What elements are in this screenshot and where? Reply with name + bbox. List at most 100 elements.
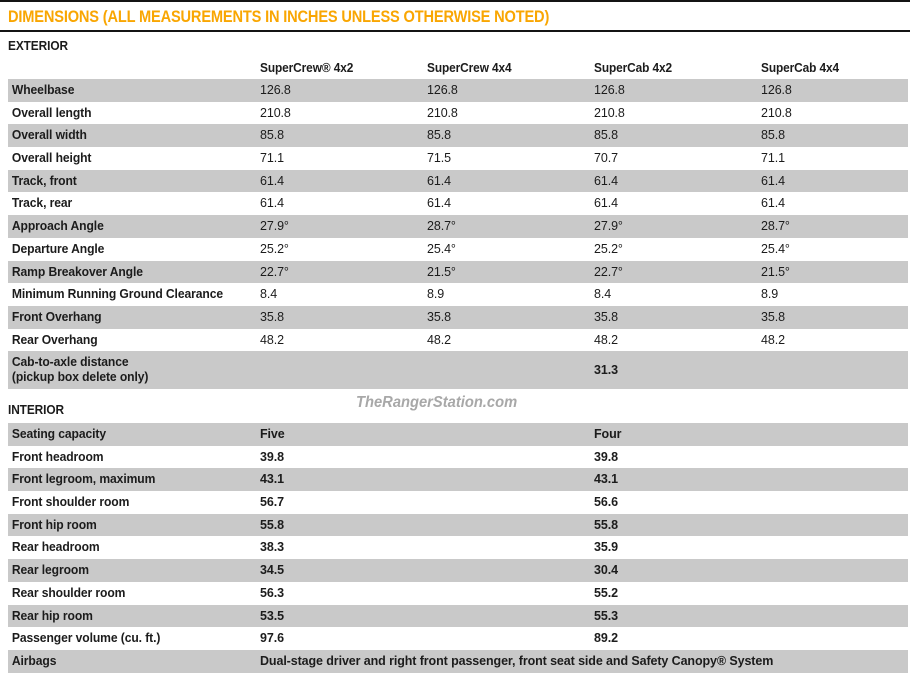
cell-value: 55.8: [260, 517, 284, 532]
cell-value: [427, 446, 594, 469]
cell-value: 35.8: [427, 309, 451, 324]
cell-value: [427, 491, 594, 514]
cell-value: 22.7°: [594, 264, 623, 279]
table-row: Front legroom, maximum 43.1 43.1: [8, 468, 908, 492]
cell-value: 31.3: [594, 362, 618, 377]
top-rule: [0, 0, 910, 2]
cell-value: 210.8: [427, 105, 458, 120]
cell-value: 22.7°: [260, 264, 289, 279]
cell-value: 210.8: [594, 105, 625, 120]
title-underline: [0, 30, 910, 32]
cell-value: 61.4: [427, 173, 451, 188]
cell-value: 28.7°: [427, 219, 456, 234]
cell-value: 55.8: [594, 517, 618, 532]
table-row: Cab-to-axle distance (pickup box delete o…: [8, 351, 908, 390]
cell-value: [427, 351, 594, 389]
table-row: Departure Angle 25.2° 25.4° 25.2° 25.4°: [8, 237, 908, 261]
cell-value: 126.8: [594, 83, 625, 97]
exterior-table: SuperCrew® 4x2 SuperCrew 4x4 SuperCab 4x…: [8, 58, 908, 390]
cell-value: 35.9: [594, 540, 618, 555]
cell-value: 8.4: [260, 287, 278, 302]
cell-value: 35.8: [761, 309, 785, 324]
column-header-blank: [8, 58, 252, 79]
cell-value: [427, 582, 594, 605]
exterior-header-row: SuperCrew® 4x2 SuperCrew 4x4 SuperCab 4x…: [8, 58, 908, 79]
cell-value: 25.4°: [427, 241, 456, 256]
cell-value: 48.2: [427, 332, 451, 347]
table-row: Front hip room 55.8 55.8: [8, 513, 908, 537]
row-label: Seating capacity: [11, 427, 107, 441]
table-row: Airbags Dual-stage driver and right front…: [8, 649, 908, 673]
table-row: Front Overhang 35.8 35.8 35.8 35.8: [8, 305, 908, 329]
cell-value: 25.2°: [260, 241, 289, 256]
table-row: Approach Angle 27.9° 28.7° 27.9° 28.7°: [8, 215, 908, 238]
cell-value: [761, 536, 908, 559]
row-label: Departure Angle: [11, 241, 105, 256]
cell-value: [427, 627, 594, 650]
cell-value: 34.5: [260, 563, 284, 578]
row-label: Track, front: [11, 173, 77, 188]
cell-value: 56.3: [260, 585, 284, 600]
cell-value: 126.8: [761, 83, 792, 97]
cell-value: 48.2: [761, 332, 785, 347]
cell-value: 71.1: [260, 151, 284, 166]
cell-value: 55.3: [594, 608, 618, 623]
row-label: Front Overhang: [11, 309, 102, 324]
table-row: Rear shoulder room 56.3 55.2: [8, 581, 908, 605]
cell-value: 61.4: [594, 173, 618, 188]
row-label: Front hip room: [11, 517, 97, 532]
table-row: Wheelbase 126.8 126.8 126.8 126.8: [8, 79, 908, 102]
section-heading-exterior: EXTERIOR: [8, 39, 68, 53]
cell-value: 21.5°: [427, 264, 456, 279]
cell-value: 210.8: [260, 105, 291, 120]
table-row: Rear Overhang 48.2 48.2 48.2 48.2: [8, 328, 908, 352]
section-heading-interior: INTERIOR: [8, 403, 64, 417]
column-header-supercab-4x4: SuperCab 4x4: [761, 61, 840, 75]
page-title: DIMENSIONS (ALL MEASUREMENTS IN INCHES U…: [8, 7, 550, 26]
row-label: Rear hip room: [11, 608, 93, 623]
cell-value: [761, 559, 908, 582]
cell-value: 61.4: [260, 196, 284, 211]
cell-value: 8.4: [594, 287, 612, 302]
cell-value: [427, 536, 594, 559]
cell-value-span: Dual-stage driver and right front passen…: [260, 653, 774, 668]
row-label: Rear Overhang: [11, 332, 98, 347]
cell-value: Four: [594, 427, 622, 441]
cell-value: 71.1: [761, 151, 785, 166]
cell-value: 85.8: [761, 128, 785, 143]
row-label: Approach Angle: [11, 219, 104, 234]
cell-value: 61.4: [427, 196, 451, 211]
table-row: Ramp Breakover Angle 22.7° 21.5° 22.7° 21.5°: [8, 260, 908, 284]
column-header-supercrew-4x4: SuperCrew 4x4: [427, 61, 512, 75]
cell-value: [761, 627, 908, 650]
cell-value: 27.9°: [260, 219, 289, 234]
table-row: Front headroom 39.8 39.8: [8, 445, 908, 469]
cell-value: [761, 423, 908, 446]
cell-value: 56.6: [594, 495, 618, 510]
cell-value: 35.8: [594, 309, 618, 324]
cell-value: 126.8: [427, 83, 458, 97]
cell-value: 89.2: [594, 631, 618, 646]
row-label: Minimum Running Ground Clearance: [11, 287, 224, 302]
cell-value: 35.8: [260, 309, 284, 324]
column-header-supercrew-4x2: SuperCrew® 4x2: [260, 61, 354, 75]
cell-value: 85.8: [427, 128, 451, 143]
cell-value: 27.9°: [594, 219, 623, 234]
column-header-supercab-4x2: SuperCab 4x2: [594, 61, 673, 75]
row-label: Track, rear: [11, 196, 73, 211]
row-label: Front headroom: [11, 449, 104, 464]
row-label: Front shoulder room: [11, 495, 130, 510]
cell-value: 8.9: [761, 287, 779, 302]
cell-value: 61.4: [761, 173, 785, 188]
cell-value: 43.1: [594, 472, 618, 487]
row-label: Rear legroom: [11, 563, 89, 578]
cell-value: [427, 514, 594, 537]
exterior-table-body: Wheelbase 126.8 126.8 126.8 126.8 Overall len…: [8, 79, 908, 390]
table-row: Seating capacity Five Four: [8, 423, 908, 446]
table-row: Front shoulder room 56.7 56.6: [8, 491, 908, 514]
interior-table-body: Seating capacity Five Four Front headroom 39…: [8, 423, 908, 673]
table-row: Track, front 61.4 61.4 61.4 61.4: [8, 169, 908, 193]
cell-value: [260, 351, 427, 389]
table-row: Rear legroom 34.5 30.4: [8, 559, 908, 582]
cell-value: 21.5°: [761, 264, 790, 279]
